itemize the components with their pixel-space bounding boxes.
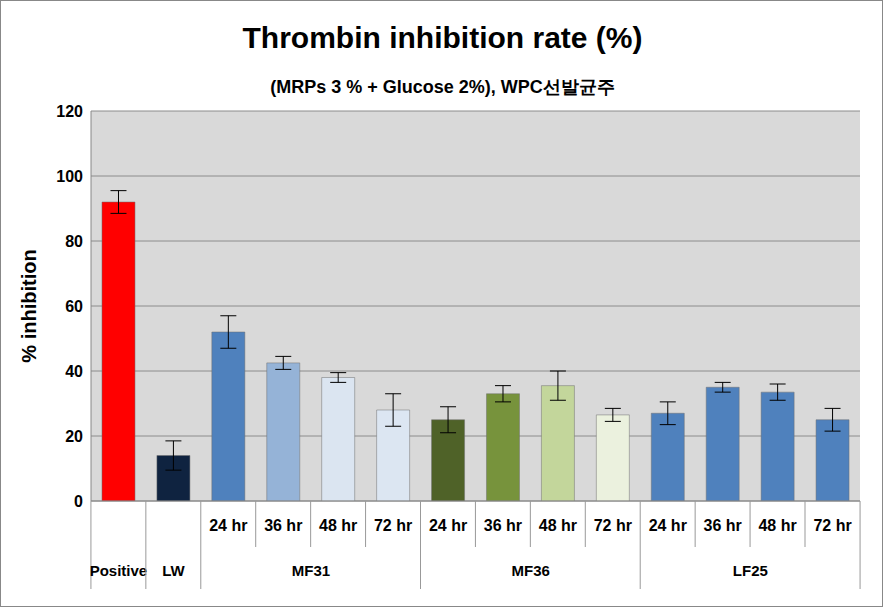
svg-text:40: 40 [65,363,83,380]
svg-text:24 hr: 24 hr [209,517,247,534]
svg-text:24 hr: 24 hr [649,517,687,534]
svg-text:60: 60 [65,298,83,315]
svg-text:% inhibition: % inhibition [18,249,40,362]
svg-text:100: 100 [56,168,83,185]
svg-text:48 hr: 48 hr [319,517,357,534]
svg-text:120: 120 [56,103,83,120]
svg-text:36 hr: 36 hr [264,517,302,534]
svg-text:MF36: MF36 [511,562,549,579]
svg-text:MF31: MF31 [292,562,330,579]
svg-text:LW: LW [162,562,185,579]
svg-text:Positive: Positive [90,562,148,579]
svg-text:48 hr: 48 hr [539,517,577,534]
svg-text:36 hr: 36 hr [484,517,522,534]
svg-text:24 hr: 24 hr [429,517,467,534]
svg-text:0: 0 [74,493,83,510]
svg-text:80: 80 [65,233,83,250]
svg-text:36 hr: 36 hr [704,517,742,534]
svg-text:72 hr: 72 hr [813,517,851,534]
svg-text:48 hr: 48 hr [758,517,796,534]
html-text:(MRPs 3 % + Glucose 2%), WPC선발: (MRPs 3 % + Glucose 2%), WPC선발균주 [270,77,615,97]
svg-text:LF25: LF25 [733,562,768,579]
svg-text:72 hr: 72 hr [374,517,412,534]
html-text:Thrombin inhibition rate (%): Thrombin inhibition rate (%) [242,21,643,54]
svg-text:20: 20 [65,428,83,445]
svg-text:72 hr: 72 hr [594,517,632,534]
